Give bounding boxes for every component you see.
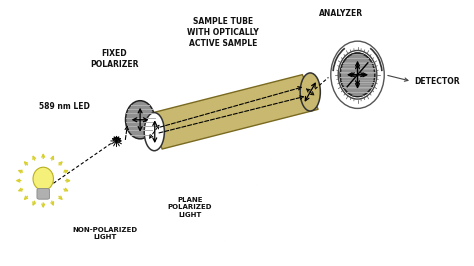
Text: PLANE
POLARIZED
LIGHT: PLANE POLARIZED LIGHT [167,197,212,218]
Text: SAMPLE TUBE
WITH OPTICALLY
ACTIVE SAMPLE: SAMPLE TUBE WITH OPTICALLY ACTIVE SAMPLE [187,17,259,48]
Ellipse shape [340,53,375,97]
Ellipse shape [338,51,377,99]
Ellipse shape [331,41,384,109]
Text: DETECTOR: DETECTOR [414,77,460,86]
Ellipse shape [300,73,320,111]
Ellipse shape [33,167,54,190]
Polygon shape [146,75,318,149]
FancyBboxPatch shape [37,189,49,199]
Text: FIXED
POLARIZER: FIXED POLARIZER [90,49,138,69]
Text: NON-POLARIZED
LIGHT: NON-POLARIZED LIGHT [72,227,137,240]
Ellipse shape [126,101,155,139]
Text: ANALYZER: ANALYZER [319,9,363,18]
Ellipse shape [144,113,164,151]
Ellipse shape [340,53,375,97]
Text: 589 nm LED: 589 nm LED [39,102,90,111]
